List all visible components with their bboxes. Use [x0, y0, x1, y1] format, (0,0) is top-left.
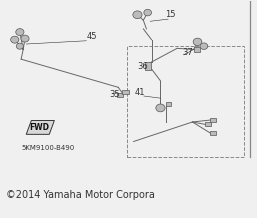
Circle shape — [21, 35, 29, 42]
Text: FWD: FWD — [29, 123, 49, 132]
Circle shape — [11, 36, 19, 43]
Circle shape — [133, 11, 142, 19]
Bar — [117, 93, 123, 97]
Bar — [205, 123, 211, 126]
Circle shape — [16, 29, 24, 36]
Bar — [122, 90, 128, 94]
Text: 41: 41 — [135, 88, 145, 97]
Text: 36: 36 — [137, 62, 148, 71]
Text: 5KM9100-B490: 5KM9100-B490 — [21, 145, 74, 151]
Bar — [210, 118, 216, 122]
Polygon shape — [26, 121, 54, 134]
Circle shape — [156, 104, 165, 112]
Text: 35: 35 — [109, 90, 120, 99]
Text: 37: 37 — [182, 48, 193, 57]
Bar — [210, 131, 216, 135]
Bar — [127, 46, 244, 157]
Circle shape — [16, 43, 23, 49]
Text: ©2014 Yamaha Motor Corpora: ©2014 Yamaha Motor Corpora — [6, 190, 155, 200]
Text: 15: 15 — [166, 10, 176, 19]
Circle shape — [144, 9, 152, 16]
Text: 45: 45 — [86, 32, 97, 41]
Bar — [194, 47, 200, 52]
Circle shape — [193, 38, 202, 46]
Bar — [145, 62, 151, 70]
Bar — [166, 102, 171, 106]
Circle shape — [200, 43, 208, 49]
